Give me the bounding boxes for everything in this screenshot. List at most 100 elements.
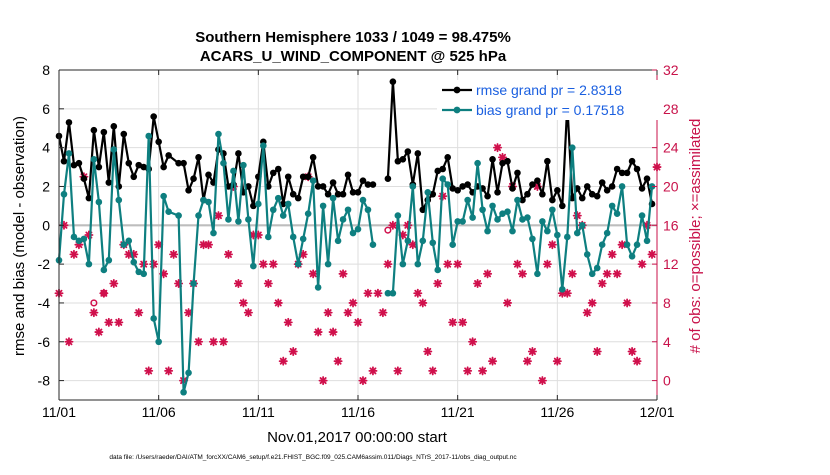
rmse-point-66 [399,155,407,163]
rmse-point-9 [100,128,108,136]
bias-point-101 [573,229,581,237]
bias-point-78 [459,218,466,225]
obs-assimilated-stroke-49-3 [299,250,307,258]
obs-assimilated-marker-115 [627,346,637,356]
rmse-point-89 [514,169,521,177]
obs-assimilated-marker-31 [208,337,218,347]
obs-assimilated-stroke-2-3 [65,338,73,346]
bias-point-2 [65,150,73,157]
rmse-point-91 [524,190,531,198]
x-tick-label-0: 11/01 [42,404,76,420]
rmse-point-14 [125,159,133,167]
obs-assimilated-stroke-108-3 [593,347,601,355]
obs-assimilated-marker-67 [388,220,398,230]
obs-assimilated-marker-65 [378,308,388,318]
rmse-point-61 [364,181,372,188]
obs-assimilated-stroke-68-3 [394,367,402,375]
x-axis-label: Nov.01,2017 00:00:00 start [267,429,448,446]
bias-point-49 [304,210,312,217]
chart-title-line1: Southern Hemisphere 1033 / 1049 = 98.475… [195,29,511,46]
obs-assimilated-stroke-29-3 [200,241,208,249]
rmse-point-17 [140,163,148,171]
obs-assimilated-stroke-22-3 [165,367,173,375]
obs-assimilated-stroke-107-3 [588,299,596,307]
rmse-point-104 [588,190,596,198]
obs-assimilated-stroke-16-3 [135,309,143,317]
rmse-point-73 [434,167,442,175]
obs-assimilated-marker-76 [433,279,443,289]
obs-assimilated-marker-114 [622,298,632,308]
bias-point-11 [110,146,118,153]
rmse-point-44 [279,200,287,208]
obs-assimilated-stroke-83-3 [469,338,477,346]
bias-point-1 [60,190,68,198]
obs-assimilated-stroke-52-3 [314,328,322,336]
obs-assimilated-stroke-8-3 [95,328,103,336]
obs-assimilated-stroke-41-3 [259,260,267,268]
obs-assimilated-marker-87 [488,356,498,366]
bias-point-56 [339,216,347,223]
bias-point-12 [115,196,123,204]
bias-point-82 [479,206,486,214]
bias-point-87 [504,208,511,216]
x-tick-label-6: 12/01 [639,404,674,420]
rmse-point-38 [250,202,257,210]
rmse-point-62 [369,181,377,188]
obs-assimilated-stroke-36-3 [234,280,242,288]
rmse-point-92 [529,181,536,188]
obs-assimilated-stroke-119-3 [648,250,656,258]
y-right-tick-label-5: 20 [663,178,679,194]
obs-assimilated-marker-107 [587,298,597,308]
bias-point-83 [484,227,491,235]
bias-point-71 [424,188,432,196]
obs-assimilated-marker-97 [537,376,547,386]
rmse-point-113 [633,165,641,173]
bias-point-103 [583,251,591,258]
obs-assimilated-marker-100 [552,356,562,366]
legend: rmse grand pr = 2.8318 bias grand pr = 0… [437,80,662,120]
bias-point-54 [329,194,337,202]
obs-assimilated-marker-84 [473,279,483,289]
rmse-point-114 [638,185,646,192]
legend-background [437,80,662,120]
obs-assimilated-marker-2 [64,337,74,347]
obs-assimilated-stroke-88-3 [494,144,502,152]
obs-assimilated-stroke-53-3 [319,377,327,385]
obs-assimilated-stroke-59-3 [349,299,357,307]
bias-point-30 [210,229,217,237]
x-tick-label-4: 11/21 [441,404,475,420]
obs-assimilated-stroke-72-3 [414,289,422,297]
obs-assimilated-stroke-23-3 [170,250,178,258]
rmse-point-47 [294,194,302,202]
bias-point-42 [269,206,277,214]
bias-point-105 [593,264,601,272]
bias-point-17 [140,270,148,278]
bias-point-13 [120,241,128,249]
rmse-point-48 [299,173,307,181]
legend-rmse-marker [453,86,461,94]
bias-point-70 [419,237,427,245]
obs-assimilated-stroke-56-3 [334,357,342,365]
bias-point-60 [359,196,367,204]
obs-assimilated-marker-38 [243,308,253,318]
chart-title-line2: ACARS_U_WIND_COMPONENT @ 525 hPa [200,48,507,65]
bias-point-22 [165,208,172,216]
bias-point-111 [623,241,631,249]
rmse-point-11 [110,122,118,130]
rmse-point-20 [155,138,162,146]
bias-point-112 [628,253,636,260]
obs-assimilated-marker-94 [522,356,532,366]
obs-assimilated-marker-22 [164,366,174,376]
rmse-point-6 [85,194,93,202]
bias-point-91 [524,214,531,221]
bias-point-26 [190,280,197,287]
rmse-point-7 [90,126,98,134]
obs-assimilated-marker-43 [268,259,278,269]
obs-assimilated-marker-37 [238,298,248,308]
obs-assimilated-stroke-75-3 [429,367,437,375]
obs-assimilated-stroke-97-3 [538,377,546,385]
rmse-point-77 [454,187,461,194]
bias-point-108 [608,202,616,210]
obs-assimilated-marker-23 [169,249,179,259]
rmse-point-8 [95,163,103,171]
